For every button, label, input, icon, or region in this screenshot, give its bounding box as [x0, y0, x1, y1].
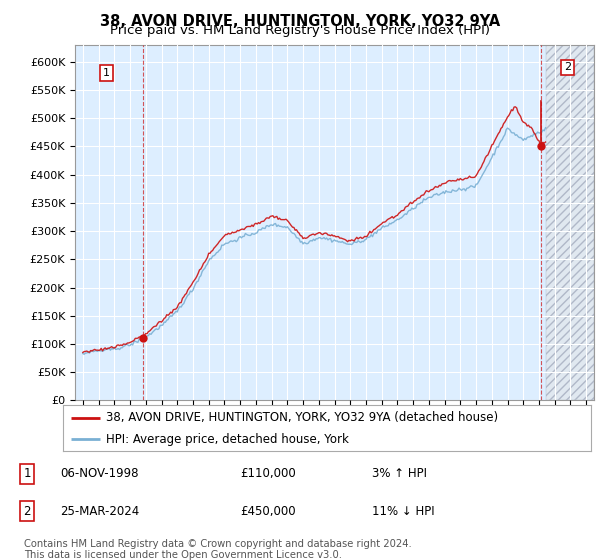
Text: £110,000: £110,000: [240, 467, 296, 480]
Text: 1: 1: [23, 467, 31, 480]
Text: 25-MAR-2024: 25-MAR-2024: [60, 505, 139, 518]
Text: 38, AVON DRIVE, HUNTINGTON, YORK, YO32 9YA: 38, AVON DRIVE, HUNTINGTON, YORK, YO32 9…: [100, 14, 500, 29]
Text: 11% ↓ HPI: 11% ↓ HPI: [372, 505, 434, 518]
Text: £450,000: £450,000: [240, 505, 296, 518]
Text: 38, AVON DRIVE, HUNTINGTON, YORK, YO32 9YA (detached house): 38, AVON DRIVE, HUNTINGTON, YORK, YO32 9…: [106, 411, 499, 424]
Text: Contains HM Land Registry data © Crown copyright and database right 2024.
This d: Contains HM Land Registry data © Crown c…: [24, 539, 412, 560]
Text: HPI: Average price, detached house, York: HPI: Average price, detached house, York: [106, 433, 349, 446]
Text: Price paid vs. HM Land Registry's House Price Index (HPI): Price paid vs. HM Land Registry's House …: [110, 24, 490, 36]
Text: 3% ↑ HPI: 3% ↑ HPI: [372, 467, 427, 480]
Text: 2: 2: [23, 505, 31, 518]
Text: 2: 2: [564, 62, 571, 72]
Text: 1: 1: [103, 68, 110, 78]
Text: 06-NOV-1998: 06-NOV-1998: [60, 467, 139, 480]
